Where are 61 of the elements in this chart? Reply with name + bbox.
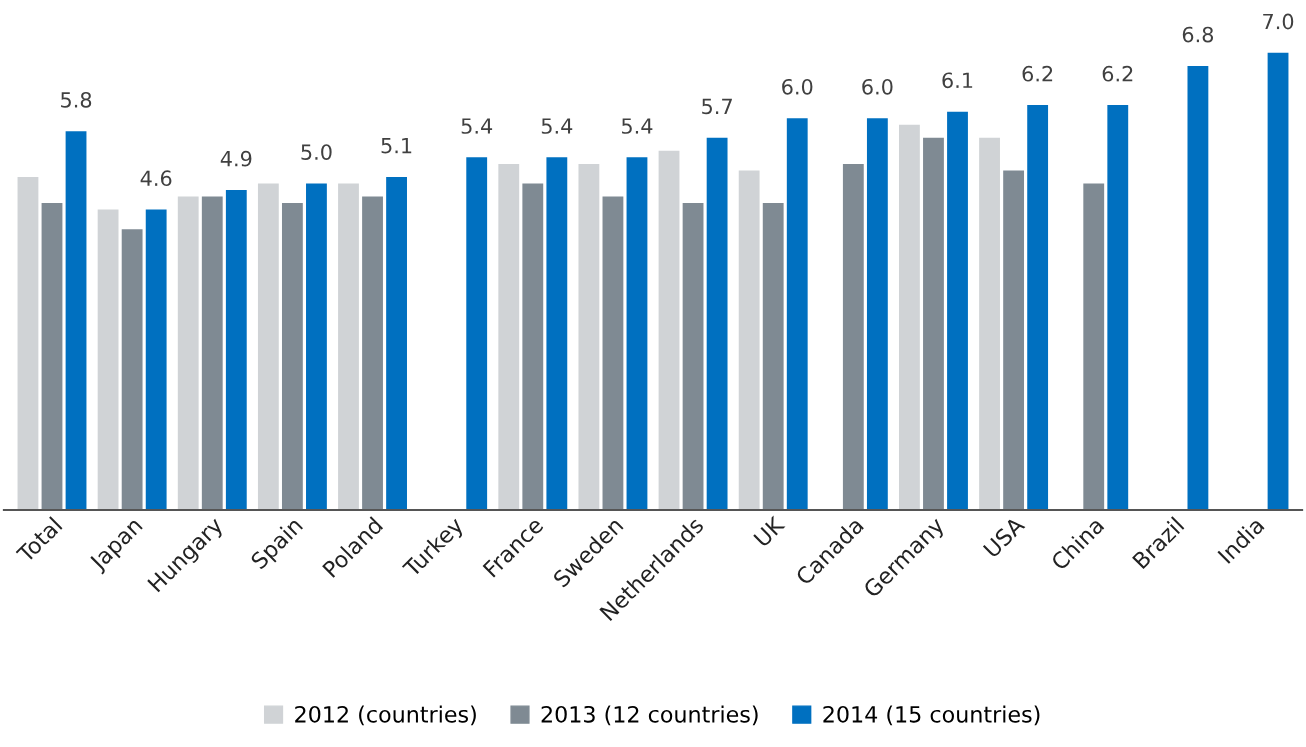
bar [578, 163, 600, 510]
bar [225, 190, 247, 510]
legend-label: 2014 (15 countries) [823, 705, 1040, 726]
data-label: 5.4 [541, 118, 573, 134]
x-tick-label: USA [982, 515, 1026, 559]
bar [1187, 65, 1209, 510]
data-label: 6.2 [1102, 65, 1133, 82]
data-label: 6.8 [1182, 26, 1214, 43]
bar [201, 196, 223, 510]
data-label: 4.9 [220, 150, 252, 167]
bar [97, 209, 119, 510]
data-label: 6.0 [862, 78, 893, 95]
x-tick-label: UK [753, 515, 786, 548]
bar [866, 118, 888, 510]
bar [738, 170, 760, 510]
data-label: 5.4 [461, 118, 493, 134]
bar [281, 203, 303, 510]
data-label: 5.7 [702, 98, 732, 115]
bar [306, 183, 327, 510]
bar [682, 203, 704, 510]
bar [947, 111, 968, 510]
legend-label: 2013 (12 countries) [541, 705, 758, 726]
bar [17, 176, 39, 510]
bar [1267, 52, 1289, 510]
bar [362, 196, 383, 510]
bar [706, 137, 728, 510]
bar [41, 203, 63, 510]
bar [522, 183, 544, 510]
data-label: 4.6 [140, 170, 172, 187]
bar [979, 137, 1000, 510]
bar [546, 157, 568, 510]
bar [1107, 105, 1129, 510]
bar [177, 196, 199, 510]
bar [658, 150, 680, 510]
data-label: 5.0 [301, 144, 332, 160]
legend-label: 2012 (countries) [295, 705, 476, 726]
bar [1027, 105, 1049, 510]
bar [762, 203, 784, 510]
bar [65, 131, 87, 510]
bar [257, 183, 279, 510]
data-label: 5.1 [381, 137, 412, 154]
bar [842, 163, 864, 510]
bar [498, 163, 520, 510]
bar [386, 176, 407, 510]
bar [786, 118, 808, 510]
bar [121, 229, 143, 510]
data-label: 6.0 [782, 78, 813, 95]
bar [1003, 170, 1025, 510]
bar [338, 183, 359, 510]
bar [1083, 183, 1105, 510]
data-label: 7.0 [1263, 13, 1294, 30]
bar [466, 157, 488, 510]
bar [602, 196, 624, 510]
data-label: 6.2 [1022, 65, 1053, 82]
bar [626, 157, 648, 510]
bar [145, 209, 167, 510]
data-label: 6.1 [942, 72, 973, 89]
data-label: 5.8 [61, 91, 92, 108]
bar [899, 124, 920, 510]
bar [923, 137, 944, 510]
data-label: 5.4 [622, 118, 653, 134]
